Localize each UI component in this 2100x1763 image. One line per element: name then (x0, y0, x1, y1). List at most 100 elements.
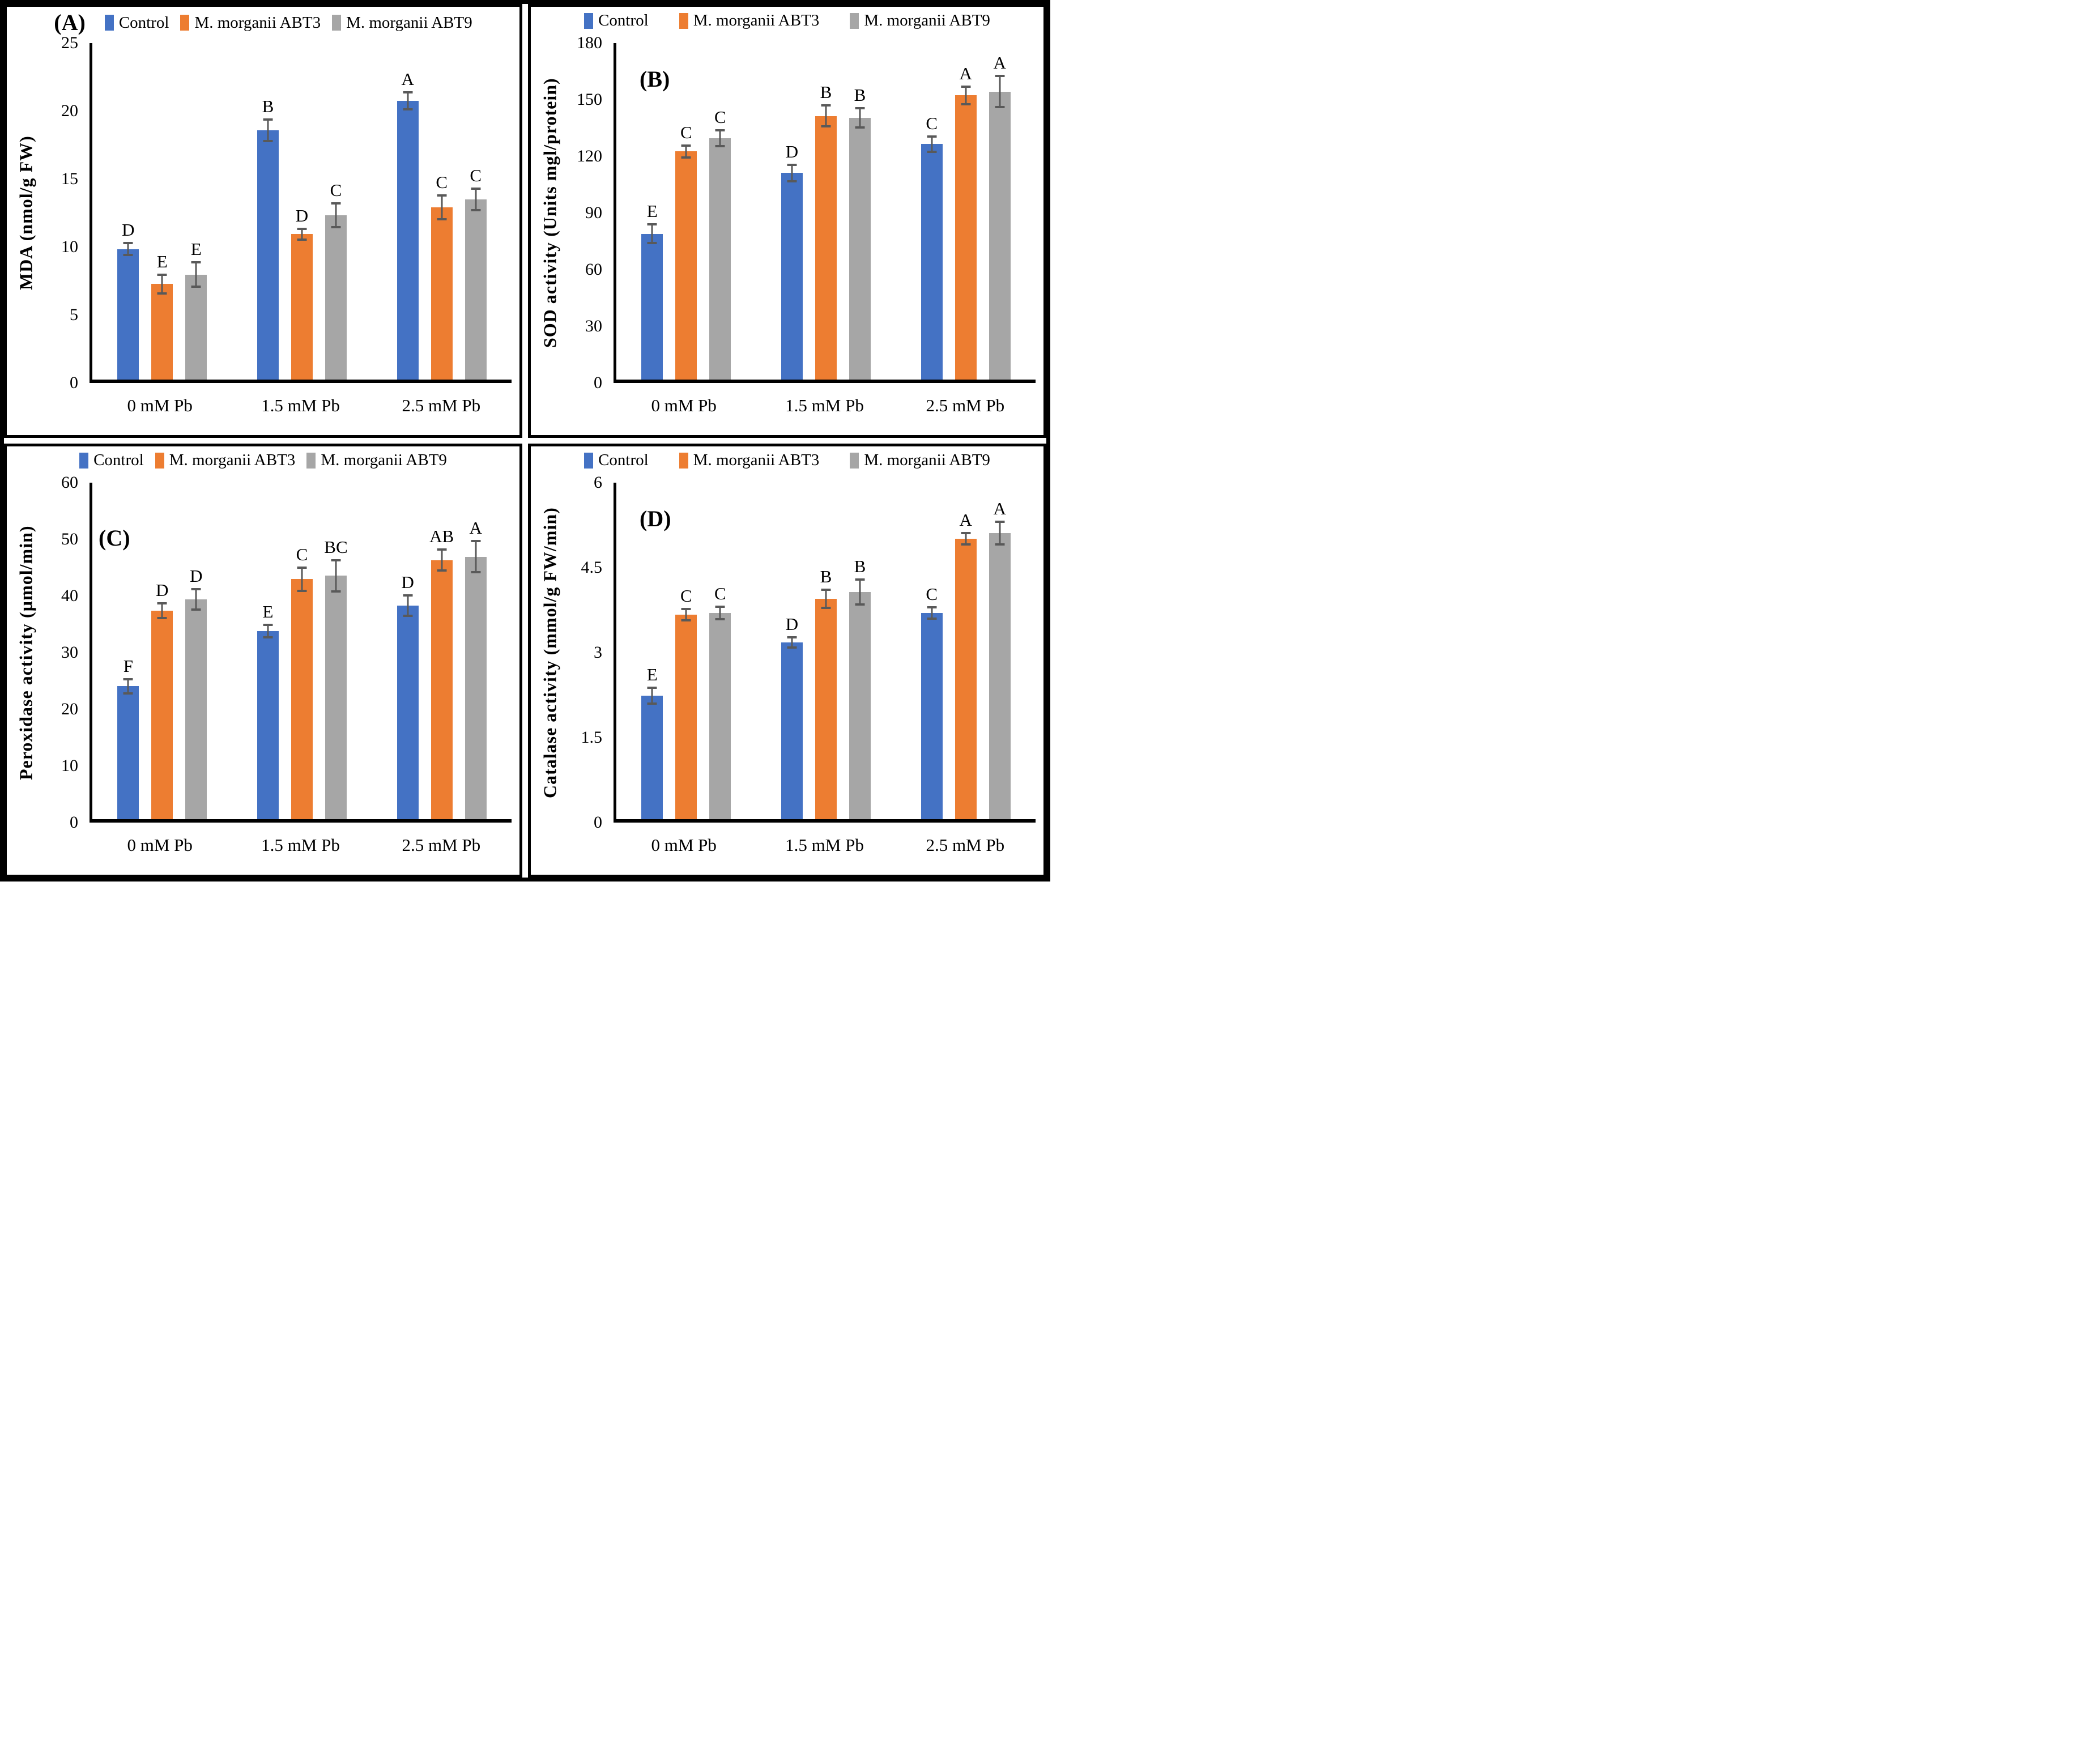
legend-item: Control (79, 451, 144, 470)
bar-slot: C (921, 43, 943, 380)
error-bar (931, 136, 933, 152)
y-tick-label: 120 (577, 147, 602, 165)
error-bar-bottom-cap (715, 145, 725, 148)
legend-marker (679, 12, 688, 29)
error-bar-bottom-cap (961, 103, 971, 105)
bar-slot: C (709, 483, 731, 819)
bar-slot: C (675, 43, 697, 380)
bar-series-abt9 (465, 199, 487, 380)
legend-label: Control (93, 451, 144, 469)
error-bar-bottom-cap (437, 569, 447, 572)
error-bar-top-cap (191, 587, 201, 590)
error-bar (475, 540, 477, 573)
significance-letter: C (296, 544, 308, 564)
legend-label: M. morganii ABT3 (194, 13, 321, 32)
y-axis-ticks: 0 5 10 15 20 25 (7, 35, 85, 391)
error-bar-top-cap (821, 589, 831, 591)
bar-series-abt9 (185, 274, 207, 380)
error-bar (161, 274, 163, 293)
error-bar (195, 589, 197, 610)
panel-A: (A) Control M. morganii ABT3 M. morganii AB… (4, 4, 522, 438)
significance-letter: F (123, 655, 133, 676)
significance-letter: D (156, 580, 169, 600)
y-tick-label: 0 (594, 813, 602, 832)
error-bar-bottom-cap (927, 617, 937, 620)
y-tick-label: 1.5 (581, 728, 603, 747)
plot-area: F D D E C BC D AB A (90, 483, 512, 823)
bar-slot: A (397, 43, 419, 380)
bar-series-abt9 (989, 533, 1011, 819)
legend: (A) Control M. morganii ABT3 M. morganii AB… (7, 11, 519, 34)
y-tick-label: 60 (585, 260, 602, 279)
legend: Control M. morganii ABT3 M. morganii ABT9 (531, 451, 1043, 470)
error-bar-bottom-cap (191, 286, 201, 288)
bar-slot: D (117, 43, 139, 380)
error-bar (475, 188, 477, 210)
y-tick-label: 40 (61, 586, 78, 605)
bar-slot: B (815, 43, 837, 380)
x-category-label: 1.5 mM Pb (785, 835, 864, 855)
bar-slot: A (955, 483, 977, 819)
y-tick-label: 20 (61, 101, 78, 120)
bar-series-abt3 (431, 207, 453, 380)
error-bar (999, 76, 1001, 108)
legend-marker (850, 12, 859, 29)
significance-letter: B (820, 567, 832, 587)
bar-series-abt9 (325, 215, 347, 380)
significance-letter: E (646, 201, 658, 222)
y-tick-label: 50 (61, 530, 78, 548)
panel-B: Control M. morganii ABT3 M. morganii ABT9 (… (528, 4, 1046, 438)
error-bar (719, 606, 721, 619)
legend-item: M. morganii ABT3 (679, 11, 819, 30)
legend-marker (584, 12, 594, 29)
x-category-label: 1.5 mM Pb (261, 835, 340, 855)
bar-series-abt3 (151, 284, 173, 380)
error-bar-bottom-cap (647, 702, 657, 705)
legend-label: Control (118, 13, 169, 32)
significance-letter: C (680, 585, 692, 606)
y-tick-label: 0 (70, 373, 78, 392)
legend-marker (584, 452, 594, 469)
legend: Control M. morganii ABT3 M. morganii ABT9 (531, 11, 1043, 30)
bar-group: D B B (756, 43, 896, 380)
error-bar-top-cap (263, 624, 273, 627)
error-bar-top-cap (123, 241, 133, 244)
legend-marker (679, 452, 688, 469)
significance-letter: B (820, 82, 832, 103)
error-bar (161, 603, 163, 618)
bar-slot: C (675, 483, 697, 819)
error-bar-bottom-cap (681, 619, 691, 621)
legend-marker (155, 452, 164, 469)
error-bar-top-cap (437, 194, 447, 197)
error-bar-bottom-cap (855, 126, 865, 129)
bar-group: B D C (232, 43, 372, 380)
bar-slot: D (781, 43, 803, 380)
error-bar-bottom-cap (471, 208, 481, 211)
error-bar-top-cap (297, 227, 307, 230)
legend-item: M. morganii ABT9 (306, 451, 447, 470)
y-tick-label: 180 (577, 33, 602, 52)
bar-group: A C C (372, 43, 512, 380)
panel-letter: (D) (640, 506, 671, 531)
error-bar (965, 87, 967, 104)
error-bar-top-cap (403, 91, 413, 93)
y-tick-label: 3 (594, 643, 602, 662)
error-bar-top-cap (961, 86, 971, 88)
significance-letter: C (926, 113, 938, 133)
error-bar-top-cap (157, 602, 167, 604)
bar-series-control (921, 612, 943, 819)
y-tick-label: 20 (61, 700, 78, 718)
significance-letter: A (959, 510, 972, 530)
bar-slot: C (921, 483, 943, 819)
bar-slot: E (151, 43, 173, 380)
significance-letter: B (262, 96, 274, 117)
legend-marker (180, 15, 190, 31)
x-axis-labels: 0 mM Pb 1.5 mM Pb 2.5 mM Pb (90, 395, 512, 418)
bar-slot: D (291, 43, 313, 380)
significance-letter: A (401, 69, 414, 89)
y-tick-label: 60 (61, 473, 78, 492)
error-bar-bottom-cap (437, 218, 447, 221)
x-category-label: 0 mM Pb (127, 395, 193, 415)
bar-series-control (781, 173, 803, 380)
error-bar-top-cap (647, 223, 657, 226)
